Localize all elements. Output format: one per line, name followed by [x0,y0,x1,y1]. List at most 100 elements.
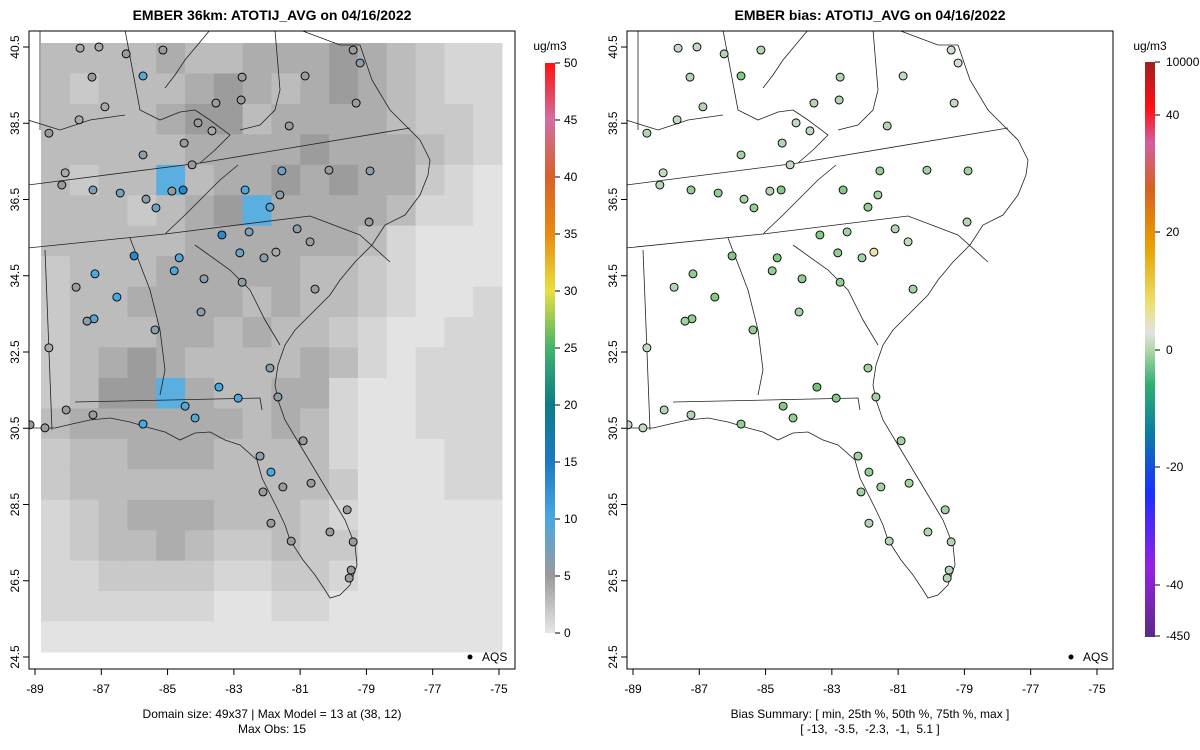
model-grid-cell [185,560,215,592]
model-grid-cell [185,499,215,531]
model-grid-cell [156,469,186,501]
model-grid-cell [185,438,215,470]
x-tick-label: -89 [26,682,44,696]
bias-station-point [940,505,950,515]
model-grid-cell [98,469,128,501]
model-panel [29,31,503,653]
model-grid-cell [386,408,417,440]
obs-station-point [151,203,161,213]
bias-station-point [778,401,788,411]
model-grid-cell [41,530,71,562]
model-grid-cell [242,73,272,105]
model-grid-cell [98,499,128,531]
colorbar-tick-label: 40 [564,170,578,184]
colorbar-tick-label: 35 [564,227,578,241]
bias-station-point [776,185,786,195]
model-grid-cell [185,73,215,105]
model-grid-cell [329,591,359,623]
model-grid-cell [185,591,215,623]
model-grid-cell [473,408,503,440]
model-grid-cell [41,499,71,531]
model-grid-cell [357,73,388,105]
y-tick-label: 34.5 [606,264,620,288]
obs-station-point [310,284,320,294]
x-tick-label: -77 [1022,682,1040,696]
x-tick-label: -83 [225,682,243,696]
model-grid-cell [329,256,359,288]
legend-marker-right [1068,654,1074,660]
bias-station-point [686,185,696,195]
model-grid-cell [98,377,128,409]
obs-station-point [265,202,275,212]
obs-station-point [88,410,98,420]
y-tick-label: 32.5 [8,340,22,364]
model-grid-cell [444,591,474,623]
obs-station-point [87,72,97,82]
bias-station-point [863,202,873,212]
model-grid-cell [300,530,330,562]
model-grid-cell [242,256,272,288]
model-grid-cell [329,73,359,105]
bias-station-point [882,121,892,131]
model-grid-cell [271,164,301,196]
obs-station-point [259,253,269,263]
bias-station-point [627,420,633,430]
bias-station-point [857,253,867,263]
model-grid-cell [41,469,71,501]
model-grid-cell [127,377,157,409]
model-grid-cell [357,377,388,409]
bias-station-point [685,72,695,82]
obs-station-point [266,518,276,528]
colorbar-tick-label: -40 [1166,578,1184,592]
obs-station-point [138,71,148,81]
bias-station-point [642,343,652,353]
model-grid-cell [271,408,301,440]
model-grid-cell [300,621,330,653]
obs-station-point [74,115,84,125]
model-grid-cell [329,469,359,501]
bias-summary-header: Bias Summary: [ min, 25th %, 50th %, 75t… [731,707,1010,721]
model-grid-cell [127,286,157,318]
obs-station-point [193,118,203,128]
model-grid-cell [386,43,417,74]
model-grid-cell [213,103,244,135]
obs-station-point [158,45,168,55]
model-grid-cell [357,621,388,653]
model-grid-cell [271,591,301,623]
bias-station-point [688,269,698,279]
model-grid-cell [329,164,359,196]
model-grid-cell [444,73,474,105]
model-grid-cell [98,286,128,318]
model-grid-cell [41,377,71,409]
bias-station-point [946,537,956,547]
model-grid-cell [41,134,71,166]
model-grid-cell [271,134,301,166]
model-grid-cell [357,347,388,379]
model-grid-cell [213,499,244,531]
bias-station-point [727,251,737,261]
model-grid-cell [444,621,474,653]
model-grid-cell [415,530,445,562]
model-grid-cell [415,225,445,257]
model-grid-cell [357,499,388,531]
model-grid-cell [473,134,503,166]
x-tick-label: -77 [424,682,442,696]
model-grid-cell [213,286,244,318]
model-grid-cell [98,134,128,166]
model-grid-cell [271,286,301,318]
model-grid-cell [242,621,272,653]
y-tick-label: 36.5 [8,187,22,211]
y-tick-label: 40.5 [606,35,620,59]
model-grid-cell [386,377,417,409]
colorbar-unit-right: ug/m3 [1133,39,1167,53]
model-grid-cell [300,317,330,348]
model-grid-cell [300,408,330,440]
obs-station-point [138,150,148,160]
model-grid-cell [329,317,359,348]
bias-station-point [658,168,668,178]
bias-station-point [831,393,841,403]
obs-station-point [199,274,209,284]
model-grid-cell [271,43,301,74]
model-grid-cell [386,134,417,166]
model-grid-cell [213,164,244,196]
